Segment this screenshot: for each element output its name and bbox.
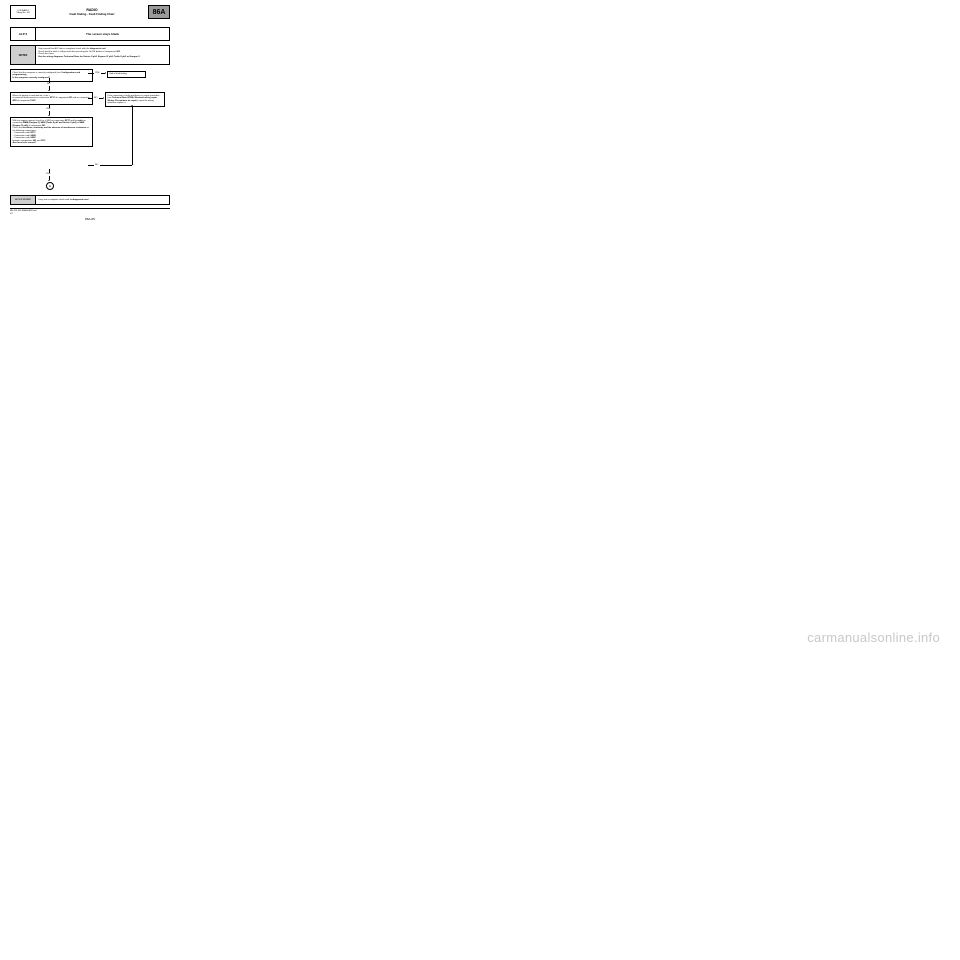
notes-row: NOTES Only consult this ALP after a comp… <box>10 45 170 65</box>
section-code: 86A <box>153 9 166 16</box>
label-yes: YES <box>46 108 50 110</box>
footer-rule <box>10 208 170 209</box>
arrow-icon <box>131 105 133 106</box>
label-no: NO <box>94 97 97 99</box>
arrow-icon <box>48 115 50 116</box>
arrow-icon <box>48 90 50 91</box>
alp-code: ALP 2 <box>10 27 36 41</box>
section-code-box: 86A <box>148 5 170 19</box>
hdr-left-l2: Vdiag No.: 64 <box>16 12 29 14</box>
footer-line1: MR-413-X61-86A000$160.mif <box>10 210 170 212</box>
connector <box>132 106 133 165</box>
connector <box>88 73 94 74</box>
connector <box>100 165 132 166</box>
header-left-box: «CR RADIO Vdiag No.: 64 <box>10 5 36 19</box>
manual-page: «CR RADIO Vdiag No.: 64 RADIO Fault find… <box>10 5 170 221</box>
page-number: 86A-65 <box>10 217 170 221</box>
label-yes: YES <box>46 173 50 175</box>
flow-box-config-check: Check that the computer is correctly con… <box>10 69 93 82</box>
label-no: NO <box>47 83 50 85</box>
flow-box-voltage-check: With the engine running, check for + 12 … <box>10 117 93 147</box>
flow-box-ignition-check: When the ignition is switched on, is the… <box>10 92 93 105</box>
header-title-block: RADIO Fault finding - Fault Finding Char… <box>36 5 148 19</box>
footer-line2: V4 <box>10 213 170 215</box>
after-repair-row: AFTER REPAIR Carry out a complete check … <box>10 195 170 205</box>
arrow-icon <box>103 97 104 99</box>
page-header: «CR RADIO Vdiag No.: 64 RADIO Fault find… <box>10 5 170 19</box>
alp-desc: The screen stays blank <box>36 27 170 41</box>
after-repair-label: AFTER REPAIR <box>10 195 36 205</box>
after-repair-text: Carry out a complete check with the diag… <box>36 195 170 205</box>
connector <box>88 165 94 166</box>
label-no: NO <box>95 164 98 166</box>
connector-a: A <box>46 182 54 190</box>
arrow-icon <box>48 180 50 181</box>
arrow-icon <box>105 72 106 74</box>
flowchart: Check that the computer is correctly con… <box>10 69 170 189</box>
connector <box>88 98 93 99</box>
notes-label: NOTES <box>10 45 36 65</box>
notes-text: Only consult this ALP after a complete c… <box>36 45 170 65</box>
label-yes: YES <box>95 72 99 74</box>
watermark: carmanualsonline.info <box>807 630 940 645</box>
header-subtitle: Fault finding - Fault Finding Chart <box>70 12 115 16</box>
flow-box-end: End of fault finding. <box>107 71 146 79</box>
alp-row: ALP 2 The screen stays blank <box>10 27 170 41</box>
flow-box-repair-wiring: If the connection is faulty and there is… <box>105 92 165 107</box>
